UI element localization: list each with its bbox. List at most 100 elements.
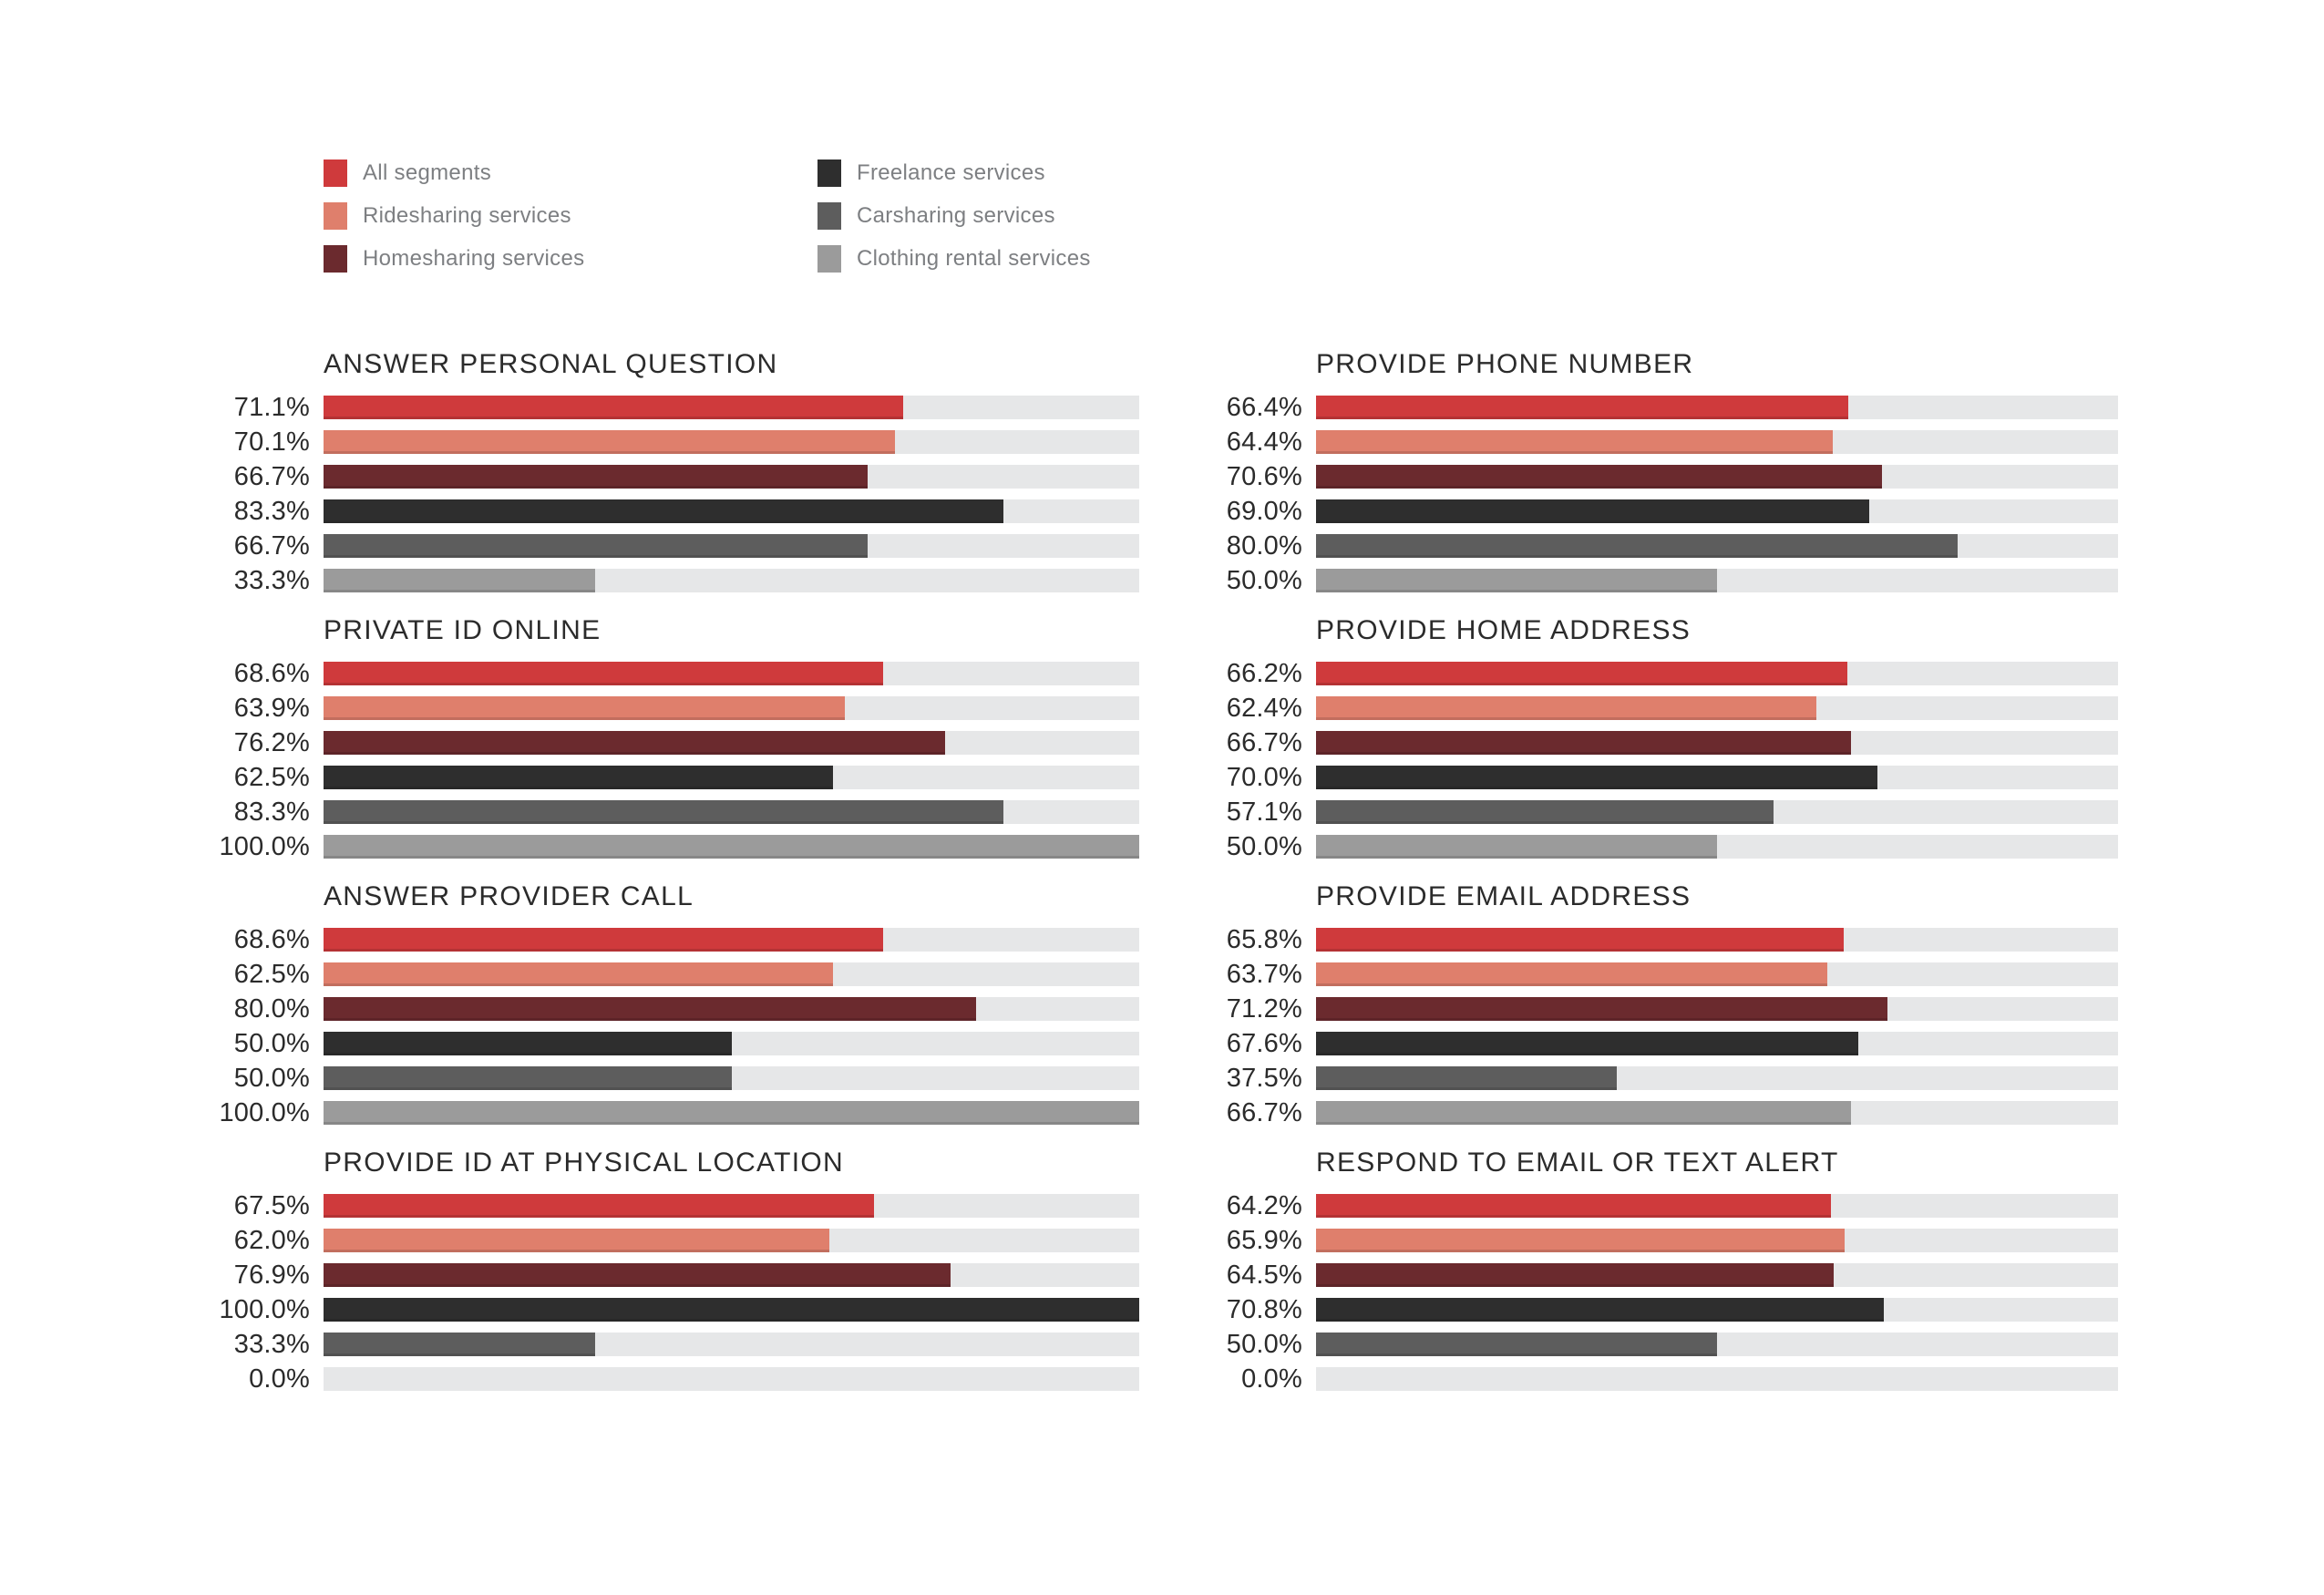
bar-value-label: 66.4% (1226, 392, 1302, 422)
bar-track (324, 465, 1139, 489)
bar-fill (324, 499, 1003, 523)
bar-fill (324, 766, 834, 789)
bar-row: 63.9% (201, 694, 1139, 723)
bar-track (1316, 430, 2118, 454)
bar-fill (1316, 835, 1717, 859)
bar-fill (324, 430, 896, 454)
bar-row: 57.1% (1193, 798, 2118, 827)
chart-title: PROVIDE PHONE NUMBER (1316, 349, 1694, 379)
bar-chart: ANSWER PROVIDER CALL 68.6% 62.5% 80.0% 5… (201, 880, 1139, 1127)
bar-fill (324, 962, 834, 986)
bar-value-label: 66.7% (233, 530, 310, 561)
bar-value-label: 50.0% (233, 1063, 310, 1093)
bar-row: 70.8% (1193, 1295, 2118, 1324)
bar-track (1316, 928, 2118, 952)
bar-fill (324, 696, 845, 720)
bar-track (1316, 800, 2118, 824)
bar-value-label: 62.4% (1226, 693, 1302, 723)
bar-track (324, 696, 1139, 720)
legend-label: Freelance services (857, 160, 1045, 185)
bar-fill (1316, 1194, 1831, 1218)
chart-rows: 65.8% 63.7% 71.2% 67.6% 37.5% 66.7% (1193, 925, 2118, 1127)
legend-item: Freelance services (818, 151, 1311, 194)
bar-row: 69.0% (1193, 497, 2118, 526)
bar-value-label: 63.7% (1226, 959, 1302, 989)
bar-row: 66.7% (201, 461, 1139, 491)
bar-track (324, 928, 1139, 952)
bar-row: 83.3% (201, 798, 1139, 827)
bar-value-label: 76.2% (233, 727, 310, 757)
bar-value-label: 67.6% (1226, 1028, 1302, 1058)
bar-value-label: 100.0% (219, 831, 310, 861)
bar-value-label: 66.7% (1226, 727, 1302, 757)
bar-track (324, 569, 1139, 592)
bar-fill (1316, 1333, 1717, 1356)
bar-row: 50.0% (1193, 1330, 2118, 1359)
chart-title: PRIVATE ID ONLINE (324, 615, 602, 645)
bar-value-label: 50.0% (1226, 565, 1302, 595)
bar-chart: PROVIDE EMAIL ADDRESS 65.8% 63.7% 71.2% … (1193, 880, 2118, 1127)
bar-fill (324, 465, 868, 489)
bar-fill (324, 731, 945, 755)
legend-item: Clothing rental services (818, 237, 1311, 280)
bar-fill (1316, 1032, 1858, 1055)
bar-chart: ANSWER PERSONAL QUESTION 71.1% 70.1% 66.… (201, 348, 1139, 595)
charts-column-right: PROVIDE PHONE NUMBER 66.4% 64.4% 70.6% 6… (1193, 348, 2118, 1413)
bar-value-label: 83.3% (233, 797, 310, 827)
bar-row: 80.0% (1193, 531, 2118, 561)
bar-value-label: 33.3% (233, 565, 310, 595)
bar-fill (1316, 928, 1845, 952)
bar-value-label: 62.5% (233, 762, 310, 792)
bar-track (1316, 1367, 2118, 1391)
bar-row: 70.1% (201, 427, 1139, 457)
bar-track (1316, 1066, 2118, 1090)
bar-value-label: 0.0% (249, 1363, 310, 1394)
legend-swatch-icon (818, 201, 841, 230)
bar-fill (324, 928, 883, 952)
chart-title: PROVIDE HOME ADDRESS (1316, 615, 1692, 645)
bar-track (1316, 766, 2118, 789)
bar-value-label: 66.7% (233, 461, 310, 491)
bar-fill (324, 1194, 875, 1218)
legend-label: Ridesharing services (363, 202, 571, 228)
bar-row: 64.5% (1193, 1261, 2118, 1290)
bar-fill (1316, 1101, 1851, 1125)
bar-value-label: 63.9% (233, 693, 310, 723)
bar-row: 50.0% (1193, 832, 2118, 861)
chart-rows: 66.2% 62.4% 66.7% 70.0% 57.1% 50.0% (1193, 659, 2118, 861)
bar-fill (324, 662, 883, 685)
bar-fill (1316, 997, 1887, 1021)
bar-chart: PRIVATE ID ONLINE 68.6% 63.9% 76.2% 62.5… (201, 614, 1139, 861)
bar-fill (1316, 569, 1717, 592)
chart-rows: 67.5% 62.0% 76.9% 100.0% 33.3% 0.0% (201, 1191, 1139, 1394)
bar-row: 0.0% (1193, 1364, 2118, 1394)
bar-row: 68.6% (201, 659, 1139, 688)
chart-title: ANSWER PROVIDER CALL (324, 881, 694, 911)
bar-fill (324, 1298, 1139, 1322)
bar-value-label: 83.3% (233, 496, 310, 526)
bar-track (1316, 962, 2118, 986)
legend-label: Clothing rental services (857, 245, 1091, 271)
legend: All segments Ridesharing services Homesh… (324, 151, 1311, 280)
legend-swatch-icon (324, 244, 347, 273)
bar-track (324, 766, 1139, 789)
bar-row: 68.6% (201, 925, 1139, 954)
bar-value-label: 50.0% (233, 1028, 310, 1058)
legend-item: Carsharing services (818, 194, 1311, 237)
bar-fill (1316, 962, 1827, 986)
bar-row: 70.0% (1193, 763, 2118, 792)
bar-row: 70.6% (1193, 462, 2118, 491)
bar-track (324, 662, 1139, 685)
chart-rows: 64.2% 65.9% 64.5% 70.8% 50.0% 0.0% (1193, 1191, 2118, 1394)
bar-row: 62.0% (201, 1226, 1139, 1255)
bar-row: 63.7% (1193, 960, 2118, 989)
chart-rows: 68.6% 63.9% 76.2% 62.5% 83.3% 100.0% (201, 659, 1139, 861)
chart-title: RESPOND TO EMAIL OR TEXT ALERT (1316, 1147, 1839, 1178)
bar-fill (1316, 662, 1847, 685)
bar-fill (324, 396, 904, 419)
bar-track (1316, 1298, 2118, 1322)
bar-track (324, 396, 1139, 419)
bar-row: 62.4% (1193, 694, 2118, 723)
bar-value-label: 62.0% (233, 1225, 310, 1255)
chart-title: PROVIDE ID AT PHYSICAL LOCATION (324, 1147, 844, 1178)
